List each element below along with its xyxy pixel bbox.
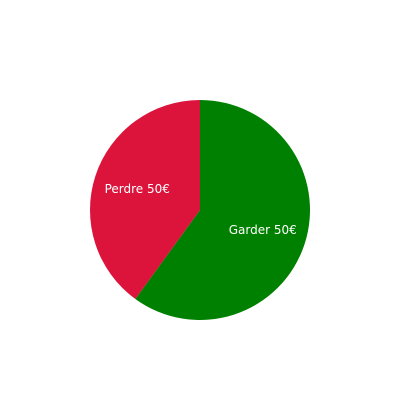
pie-slice-label-1: Perdre 50€ [105,182,170,196]
pie-slice-0 [135,100,310,320]
pie-labels: Garder 50€ Perdre 50€ [105,182,297,237]
pie-slices [89,100,310,320]
pie-slice-label-0: Garder 50€ [229,223,297,237]
pie-slice-1 [89,100,200,299]
